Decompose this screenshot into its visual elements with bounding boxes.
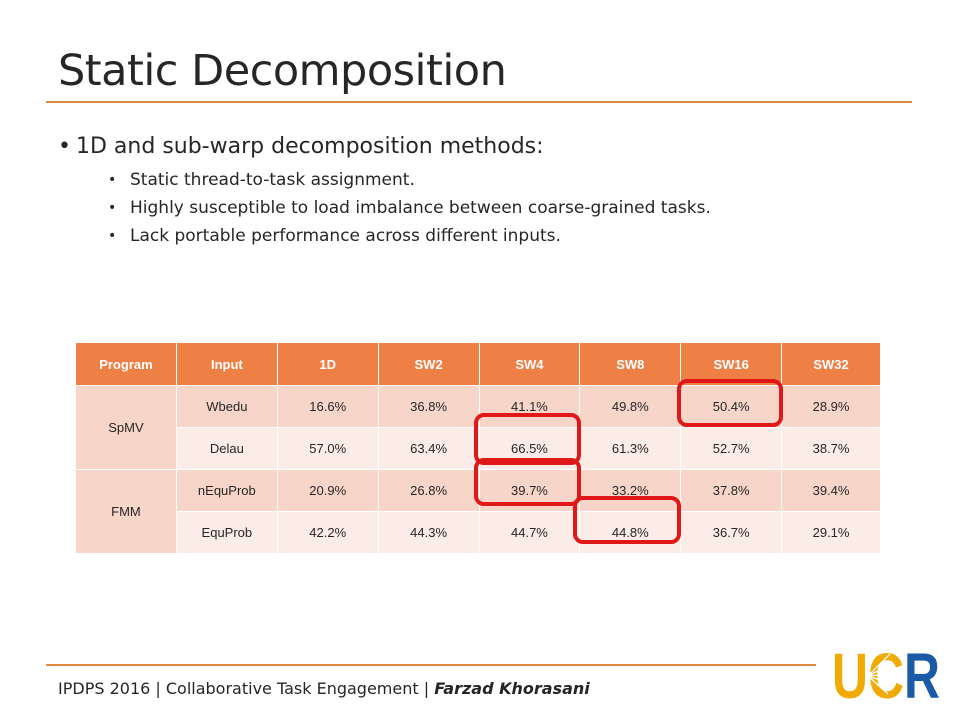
header-sw2: SW2 <box>377 342 480 386</box>
value-cell: 26.8% <box>377 469 480 512</box>
highlight-equprob-sw8 <box>573 496 681 544</box>
value-cell: 44.3% <box>377 511 480 554</box>
main-bullet: 1D and sub-warp decomposition methods: S… <box>58 132 711 250</box>
header-1d: 1D <box>276 342 379 386</box>
footer-text: IPDPS 2016 | Collaborative Task Engageme… <box>58 679 435 698</box>
sunburst-icon <box>867 653 895 695</box>
input-cell: Wbedu <box>175 385 278 428</box>
value-cell: 42.2% <box>276 511 379 554</box>
ucr-logo-uc: UC <box>832 640 904 702</box>
slide-title: Static Decomposition <box>58 46 507 96</box>
value-cell: 61.3% <box>579 427 682 470</box>
sub-bullet: Lack portable performance across differe… <box>108 222 711 250</box>
ucr-logo-r: R <box>904 640 940 702</box>
value-cell: 41.1% <box>478 385 581 428</box>
value-cell: 36.8% <box>377 385 480 428</box>
value-cell: 63.4% <box>377 427 480 470</box>
value-cell: 44.7% <box>478 511 581 554</box>
input-cell: EquProb <box>175 511 278 554</box>
value-cell: 39.4% <box>781 469 881 512</box>
footer-author: Farzad Khorasani <box>434 679 590 698</box>
program-cell: FMM <box>75 469 177 554</box>
value-cell: 52.7% <box>680 427 783 470</box>
program-cell: SpMV <box>75 385 177 470</box>
input-cell: nEquProb <box>175 469 278 512</box>
value-cell: 49.8% <box>579 385 682 428</box>
value-cell: 50.4% <box>680 385 783 428</box>
title-divider <box>46 101 912 103</box>
highlight-nequprob-sw4 <box>474 458 581 506</box>
table-header-row: Program Input 1D SW2 SW4 SW8 SW16 SW32 <box>75 342 881 386</box>
ucr-logo: UC R <box>832 640 940 702</box>
sub-bullet: Highly susceptible to load imbalance bet… <box>108 194 711 222</box>
value-cell: 57.0% <box>276 427 379 470</box>
value-cell: 44.8% <box>579 511 682 554</box>
header-program: Program <box>75 342 177 386</box>
results-table: Program Input 1D SW2 SW4 SW8 SW16 SW32 S… <box>75 342 881 554</box>
table-row: Delau 57.0% 63.4% 66.5% 61.3% 52.7% 38.7… <box>76 427 881 470</box>
footer: IPDPS 2016 | Collaborative Task Engageme… <box>58 679 590 698</box>
header-sw8: SW8 <box>579 342 682 386</box>
value-cell: 37.8% <box>680 469 783 512</box>
footer-divider <box>46 664 816 666</box>
sub-bullet: Static thread-to-task assignment. <box>108 166 711 194</box>
table-row: EquProb 42.2% 44.3% 44.7% 44.8% 36.7% 29… <box>76 511 881 554</box>
sub-bullet-list: Static thread-to-task assignment. Highly… <box>76 166 711 250</box>
input-cell: Delau <box>175 427 278 470</box>
header-sw4: SW4 <box>478 342 581 386</box>
value-cell: 16.6% <box>276 385 379 428</box>
value-cell: 38.7% <box>781 427 881 470</box>
value-cell: 36.7% <box>680 511 783 554</box>
value-cell: 29.1% <box>781 511 881 554</box>
table-row: SpMV Wbedu 16.6% 36.8% 41.1% 49.8% 50.4%… <box>75 385 881 470</box>
value-cell: 33.2% <box>579 469 682 512</box>
bullet-list: 1D and sub-warp decomposition methods: S… <box>58 132 711 250</box>
header-sw16: SW16 <box>680 342 783 386</box>
value-cell: 20.9% <box>276 469 379 512</box>
value-cell: 28.9% <box>781 385 881 428</box>
main-bullet-text: 1D and sub-warp decomposition methods: <box>76 134 544 159</box>
highlight-delau-sw4 <box>474 413 581 465</box>
highlight-wbedu-sw16 <box>677 379 783 427</box>
header-sw32: SW32 <box>781 342 881 386</box>
header-input: Input <box>175 342 278 386</box>
